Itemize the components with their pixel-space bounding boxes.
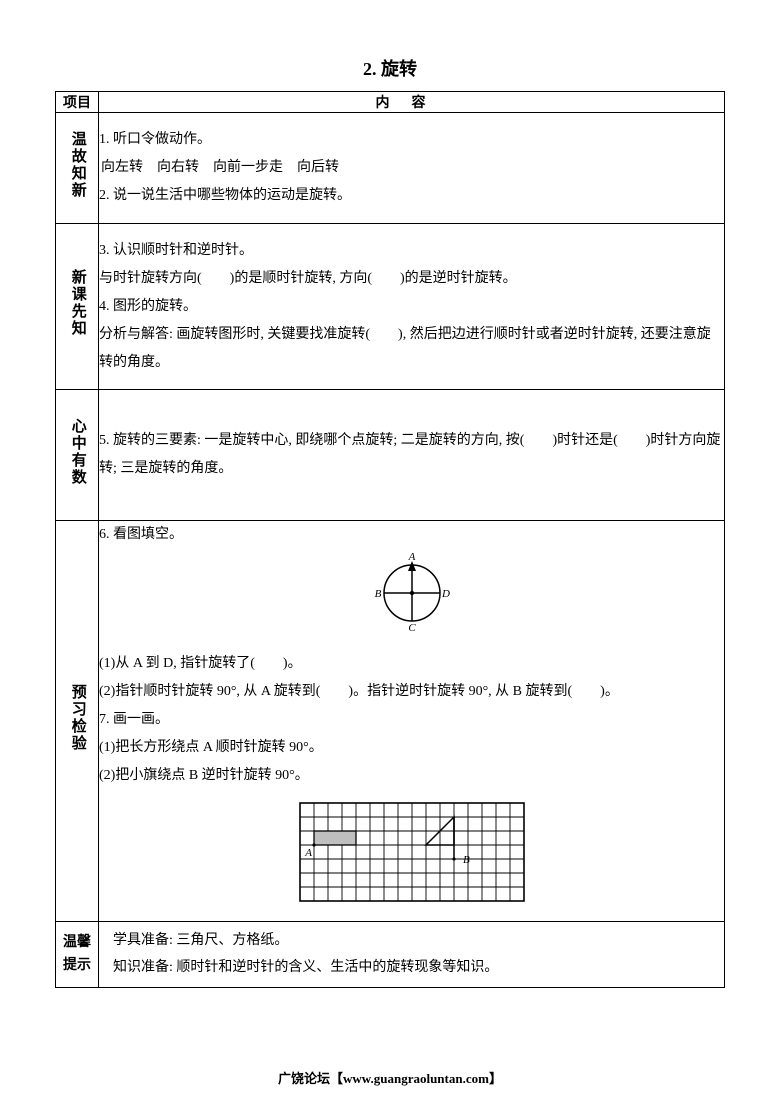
q6-1: (1)从 A 到 D, 指针旋转了( )。: [99, 650, 724, 678]
page: 2. 旋转 项目 内容 温故知新 1. 听口令做动作。 向左转 向右转 向前一步…: [0, 0, 780, 1103]
q6-2: (2)指针顺时针旋转 90°, 从 A 旋转到( )。指针逆时针旋转 90°, …: [99, 678, 724, 706]
page-title: 2. 旋转: [55, 55, 725, 81]
label-xinzhongyoushu: 心中有数: [56, 390, 99, 521]
header-right: 内容: [99, 92, 725, 113]
line: 2. 说一说生活中哪些物体的运动是旋转。: [99, 182, 724, 210]
line: 与时针旋转方向( )的是顺时针旋转, 方向( )的是逆时针旋转。: [99, 265, 724, 293]
worksheet-table: 项目 内容 温故知新 1. 听口令做动作。 向左转 向右转 向前一步走 向后转 …: [55, 91, 725, 988]
q7: 7. 画一画。: [99, 706, 724, 734]
row-xinkexianzhi: 新课先知 3. 认识顺时针和逆时针。 与时针旋转方向( )的是顺时针旋转, 方向…: [56, 224, 725, 390]
line: 知识准备: 顺时针和逆时针的含义、生活中的旋转现象等知识。: [113, 955, 710, 982]
content-xinzhongyoushu: 5. 旋转的三要素: 一是旋转中心, 即绕哪个点旋转; 二是旋转的方向, 按( …: [99, 390, 725, 521]
tips-l2: 提示: [56, 955, 98, 977]
header-row: 项目 内容: [56, 92, 725, 113]
compass-A: A: [407, 553, 415, 563]
tips-l1: 温馨: [56, 932, 98, 954]
label-wenxintishi: 温馨 提示: [56, 922, 99, 988]
line: 学具准备: 三角尺、方格纸。: [113, 928, 710, 955]
line: 1. 听口令做动作。: [99, 126, 724, 154]
label-xinkexianzhi: 新课先知: [56, 224, 99, 390]
grid-icon: AB: [293, 796, 531, 908]
content-wenguzhixin: 1. 听口令做动作。 向左转 向右转 向前一步走 向后转 2. 说一说生活中哪些…: [99, 113, 725, 224]
q7-2: (2)把小旗绕点 B 逆时针旋转 90°。: [99, 762, 724, 790]
row-wenguzhixin: 温故知新 1. 听口令做动作。 向左转 向右转 向前一步走 向后转 2. 说一说…: [56, 113, 725, 224]
svg-text:B: B: [463, 854, 470, 866]
row-yuxijianyan: 预习检验 6. 看图填空。 A B C D: [56, 521, 725, 922]
q6: 6. 看图填空。: [99, 521, 724, 549]
svg-text:A: A: [304, 847, 312, 859]
header-left: 项目: [56, 92, 99, 113]
compass-B: B: [374, 588, 381, 600]
content-wenxintishi: 学具准备: 三角尺、方格纸。 知识准备: 顺时针和逆时针的含义、生活中的旋转现象…: [99, 922, 725, 988]
row-wenxintishi: 温馨 提示 学具准备: 三角尺、方格纸。 知识准备: 顺时针和逆时针的含义、生活…: [56, 922, 725, 988]
row-xinzhongyoushu: 心中有数 5. 旋转的三要素: 一是旋转中心, 即绕哪个点旋转; 二是旋转的方向…: [56, 390, 725, 521]
line: 向左转 向右转 向前一步走 向后转: [99, 154, 724, 182]
line: 5. 旋转的三要素: 一是旋转中心, 即绕哪个点旋转; 二是旋转的方向, 按( …: [99, 427, 724, 483]
page-footer: 广饶论坛【www.guangraoluntan.com】: [0, 1068, 780, 1087]
line: 3. 认识顺时针和逆时针。: [99, 237, 724, 265]
compass-diagram: A B C D: [99, 553, 724, 642]
label-yuxijianyan: 预习检验: [56, 521, 99, 922]
label-wenguzhixin: 温故知新: [56, 113, 99, 224]
grid-diagram: AB: [99, 796, 724, 919]
line: 分析与解答: 画旋转图形时, 关键要找准旋转( ), 然后把边进行顺时针或者逆时…: [99, 321, 724, 377]
compass-D: D: [441, 588, 450, 600]
line: 4. 图形的旋转。: [99, 293, 724, 321]
q7-1: (1)把长方形绕点 A 顺时针旋转 90°。: [99, 734, 724, 762]
compass-C: C: [408, 622, 416, 631]
content-yuxijianyan: 6. 看图填空。 A B C D (1)从 A 到 D, 指针旋转了(: [99, 521, 725, 922]
compass-icon: A B C D: [367, 553, 457, 631]
content-xinkexianzhi: 3. 认识顺时针和逆时针。 与时针旋转方向( )的是顺时针旋转, 方向( )的是…: [99, 224, 725, 390]
